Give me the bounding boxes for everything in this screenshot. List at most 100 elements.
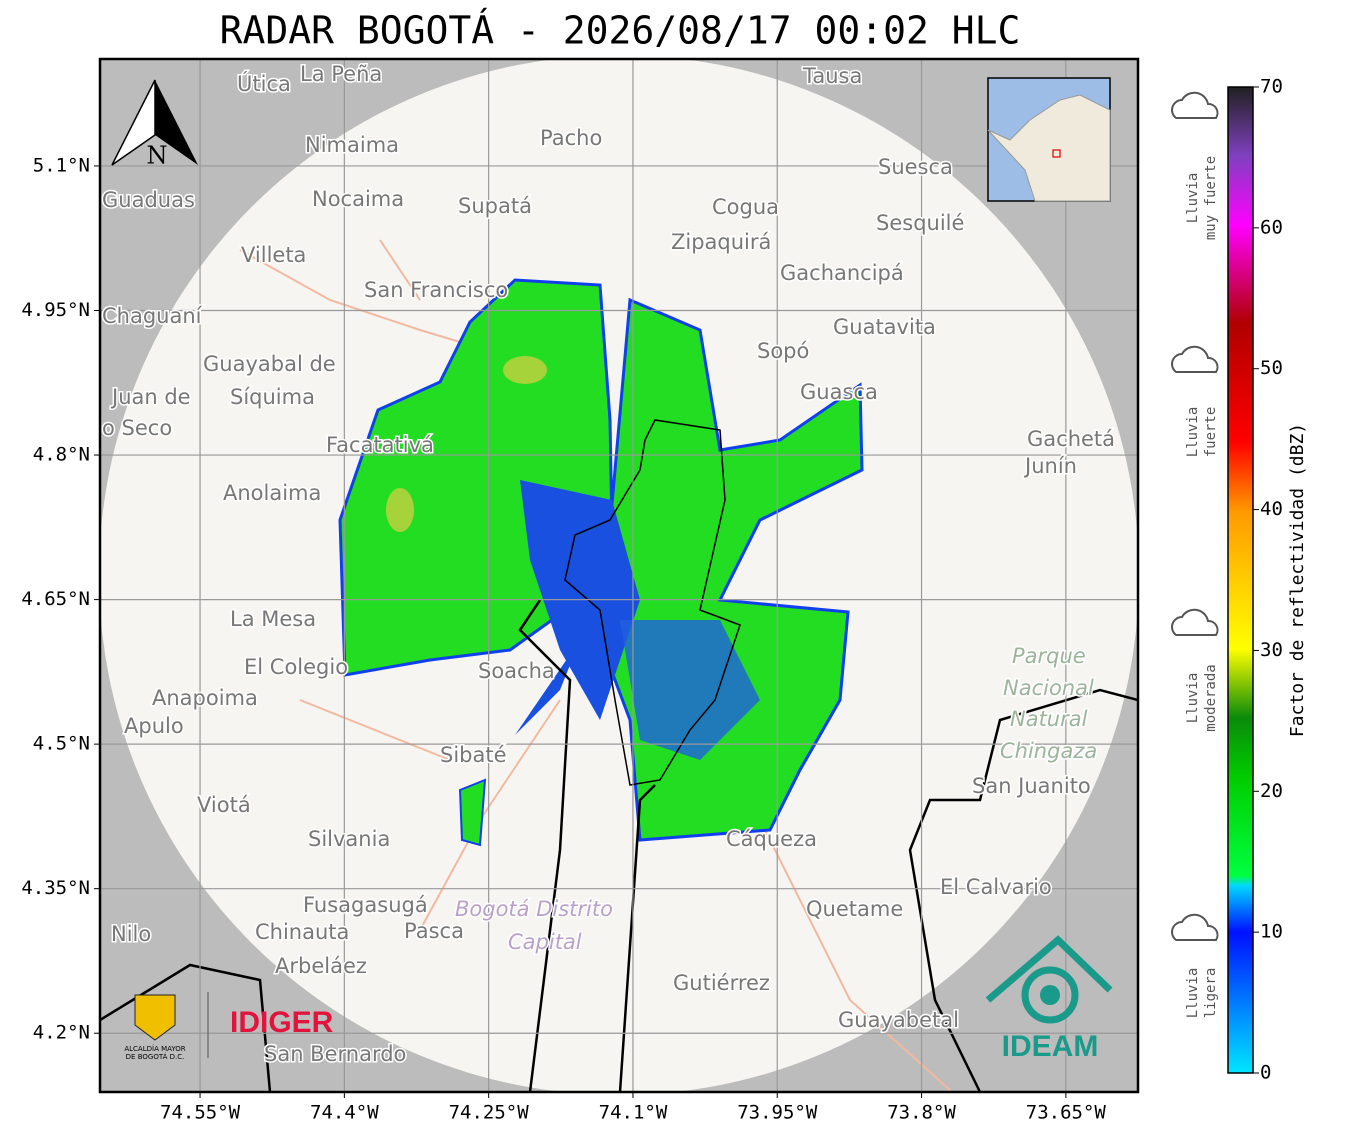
area-label: Chingaza bbox=[1000, 739, 1097, 763]
place-label: Silvania bbox=[308, 827, 390, 851]
category-label: moderada bbox=[1203, 664, 1219, 731]
category-label: Lluvia bbox=[1185, 968, 1201, 1019]
x-tick-label: 74.1°W bbox=[599, 1102, 668, 1124]
place-label: Cogua bbox=[712, 195, 779, 219]
place-label: Guatavita bbox=[833, 315, 936, 339]
place-label: Guaduas bbox=[102, 188, 195, 212]
cloud-icon bbox=[1171, 608, 1219, 636]
place-label: El Colegio bbox=[244, 655, 348, 679]
colorbar-tick-label: 50 bbox=[1260, 357, 1283, 379]
category-label: Lluvia bbox=[1185, 173, 1201, 224]
x-tick-label: 74.25°W bbox=[449, 1102, 530, 1124]
alcaldia-line-2: DE BOGOTÁ D.C. bbox=[126, 1052, 185, 1061]
north-label: N bbox=[147, 142, 168, 170]
place-label: Nocaima bbox=[312, 187, 404, 211]
area-label: Bogotá Distrito bbox=[455, 897, 613, 921]
map: Útica La Peña Tausa Pacho Nimaima Guaduas Noca… bbox=[100, 59, 1138, 1092]
area-label: Capital bbox=[508, 930, 582, 954]
place-label: Pasca bbox=[404, 919, 464, 943]
idiger-logo: IDIGER bbox=[230, 1006, 334, 1039]
colorbar-tick-label: 40 bbox=[1260, 498, 1283, 520]
ideam-logo: IDEAM bbox=[1002, 1030, 1099, 1063]
place-label: Sibaté bbox=[440, 743, 507, 767]
x-tick-label: 73.8°W bbox=[887, 1102, 956, 1124]
place-label: Guayabal de bbox=[203, 352, 336, 376]
north-arrow: N bbox=[111, 79, 198, 170]
place-label: Sopó bbox=[757, 339, 809, 363]
place-label: Gachancipá bbox=[780, 261, 904, 285]
map-frame bbox=[98, 57, 1140, 1094]
place-label: San Bernardo bbox=[264, 1042, 406, 1066]
x-tick-label: 74.55°W bbox=[160, 1102, 241, 1124]
place-label: Gutiérrez bbox=[673, 971, 770, 995]
place-label: Cáqueza bbox=[726, 827, 817, 851]
category-label: muy fuerte bbox=[1203, 156, 1219, 240]
place-label: Anapoima bbox=[152, 686, 258, 710]
y-tick-label: 4.65°N bbox=[21, 588, 90, 610]
place-label: Guasca bbox=[800, 380, 878, 404]
y-tick-label: 4.95°N bbox=[21, 299, 90, 321]
place-label: San Francisco bbox=[364, 278, 508, 302]
place-label: Chaguaní bbox=[102, 304, 203, 328]
place-label: Guayabetal bbox=[838, 1008, 959, 1032]
place-label: Soacha bbox=[478, 659, 555, 683]
place-label: Chinauta bbox=[255, 920, 349, 944]
place-label: El Calvario bbox=[940, 875, 1052, 899]
place-label: Villeta bbox=[241, 243, 306, 267]
place-label: Viotá bbox=[197, 793, 251, 817]
cloud-icon bbox=[1171, 91, 1219, 119]
place-label: Nimaima bbox=[305, 133, 399, 157]
place-label: Nilo bbox=[111, 922, 151, 946]
place-label: Anolaima bbox=[223, 481, 321, 505]
category-label: fuerte bbox=[1203, 407, 1219, 458]
place-label: Facatativá bbox=[326, 433, 434, 457]
category-label: Lluvia bbox=[1185, 673, 1201, 724]
place-label: Útica bbox=[237, 71, 291, 96]
area-label: Natural bbox=[1010, 707, 1088, 731]
colorbar-tick-label: 10 bbox=[1260, 921, 1283, 943]
place-label: o Seco bbox=[102, 416, 172, 440]
colorbar-tick-label: 0 bbox=[1260, 1062, 1271, 1084]
x-tick-label: 73.65°W bbox=[1026, 1102, 1107, 1124]
title: RADAR BOGOTÁ - 2026/08/17 00:02 HLC bbox=[220, 9, 1021, 53]
boundaries bbox=[100, 419, 1138, 1092]
place-label: Apulo bbox=[124, 714, 184, 738]
colorbar bbox=[1227, 86, 1254, 1074]
logo-ideam: IDEAM bbox=[985, 935, 1113, 1063]
colorbar-label: Factor de reflectividad (dBZ) bbox=[1287, 423, 1308, 737]
colorbar-tick-label: 60 bbox=[1260, 216, 1283, 238]
cloud-icon bbox=[1171, 913, 1219, 941]
place-label: Pacho bbox=[540, 126, 602, 150]
place-label: Supatá bbox=[458, 194, 532, 218]
rain-category: Lluvia ligera bbox=[1171, 913, 1219, 1019]
rain-category: Lluvia moderada bbox=[1171, 608, 1219, 732]
cloud-icon bbox=[1171, 345, 1219, 373]
x-tick-label: 74.4°W bbox=[310, 1102, 379, 1124]
place-label: Síquima bbox=[230, 385, 315, 409]
place-label: Gachetá bbox=[1027, 427, 1115, 451]
rain-category: Lluvia fuerte bbox=[1171, 345, 1219, 458]
place-label: Sesquilé bbox=[876, 211, 964, 235]
y-tick-label: 4.8°N bbox=[33, 444, 90, 466]
place-label: Juan de bbox=[110, 385, 191, 409]
place-label: Zipaquirá bbox=[671, 230, 771, 254]
category-label: ligera bbox=[1203, 968, 1219, 1019]
colorbar-tick-label: 30 bbox=[1260, 639, 1283, 661]
inset-map bbox=[987, 77, 1111, 202]
area-label: Parque bbox=[1012, 644, 1086, 668]
alcaldia-line-1: ALCALDÍA MAYOR bbox=[124, 1044, 185, 1053]
logo-alcaldia: ALCALDÍA MAYOR DE BOGOTÁ D.C. IDIGER bbox=[124, 992, 334, 1061]
category-label: Lluvia bbox=[1185, 407, 1201, 458]
place-label: Quetame bbox=[806, 897, 903, 921]
place-label: La Peña bbox=[300, 62, 382, 86]
place-label: Tausa bbox=[802, 64, 862, 88]
colorbar-tick-label: 70 bbox=[1260, 76, 1283, 98]
colorbar-tick-label: 20 bbox=[1260, 780, 1283, 802]
radar-echo bbox=[338, 278, 864, 847]
place-label: Suesca bbox=[878, 155, 953, 179]
place-label: La Mesa bbox=[230, 607, 316, 631]
y-tick-label: 5.1°N bbox=[33, 154, 90, 176]
y-tick-label: 4.5°N bbox=[33, 733, 90, 755]
x-tick-label: 73.95°W bbox=[737, 1102, 818, 1124]
